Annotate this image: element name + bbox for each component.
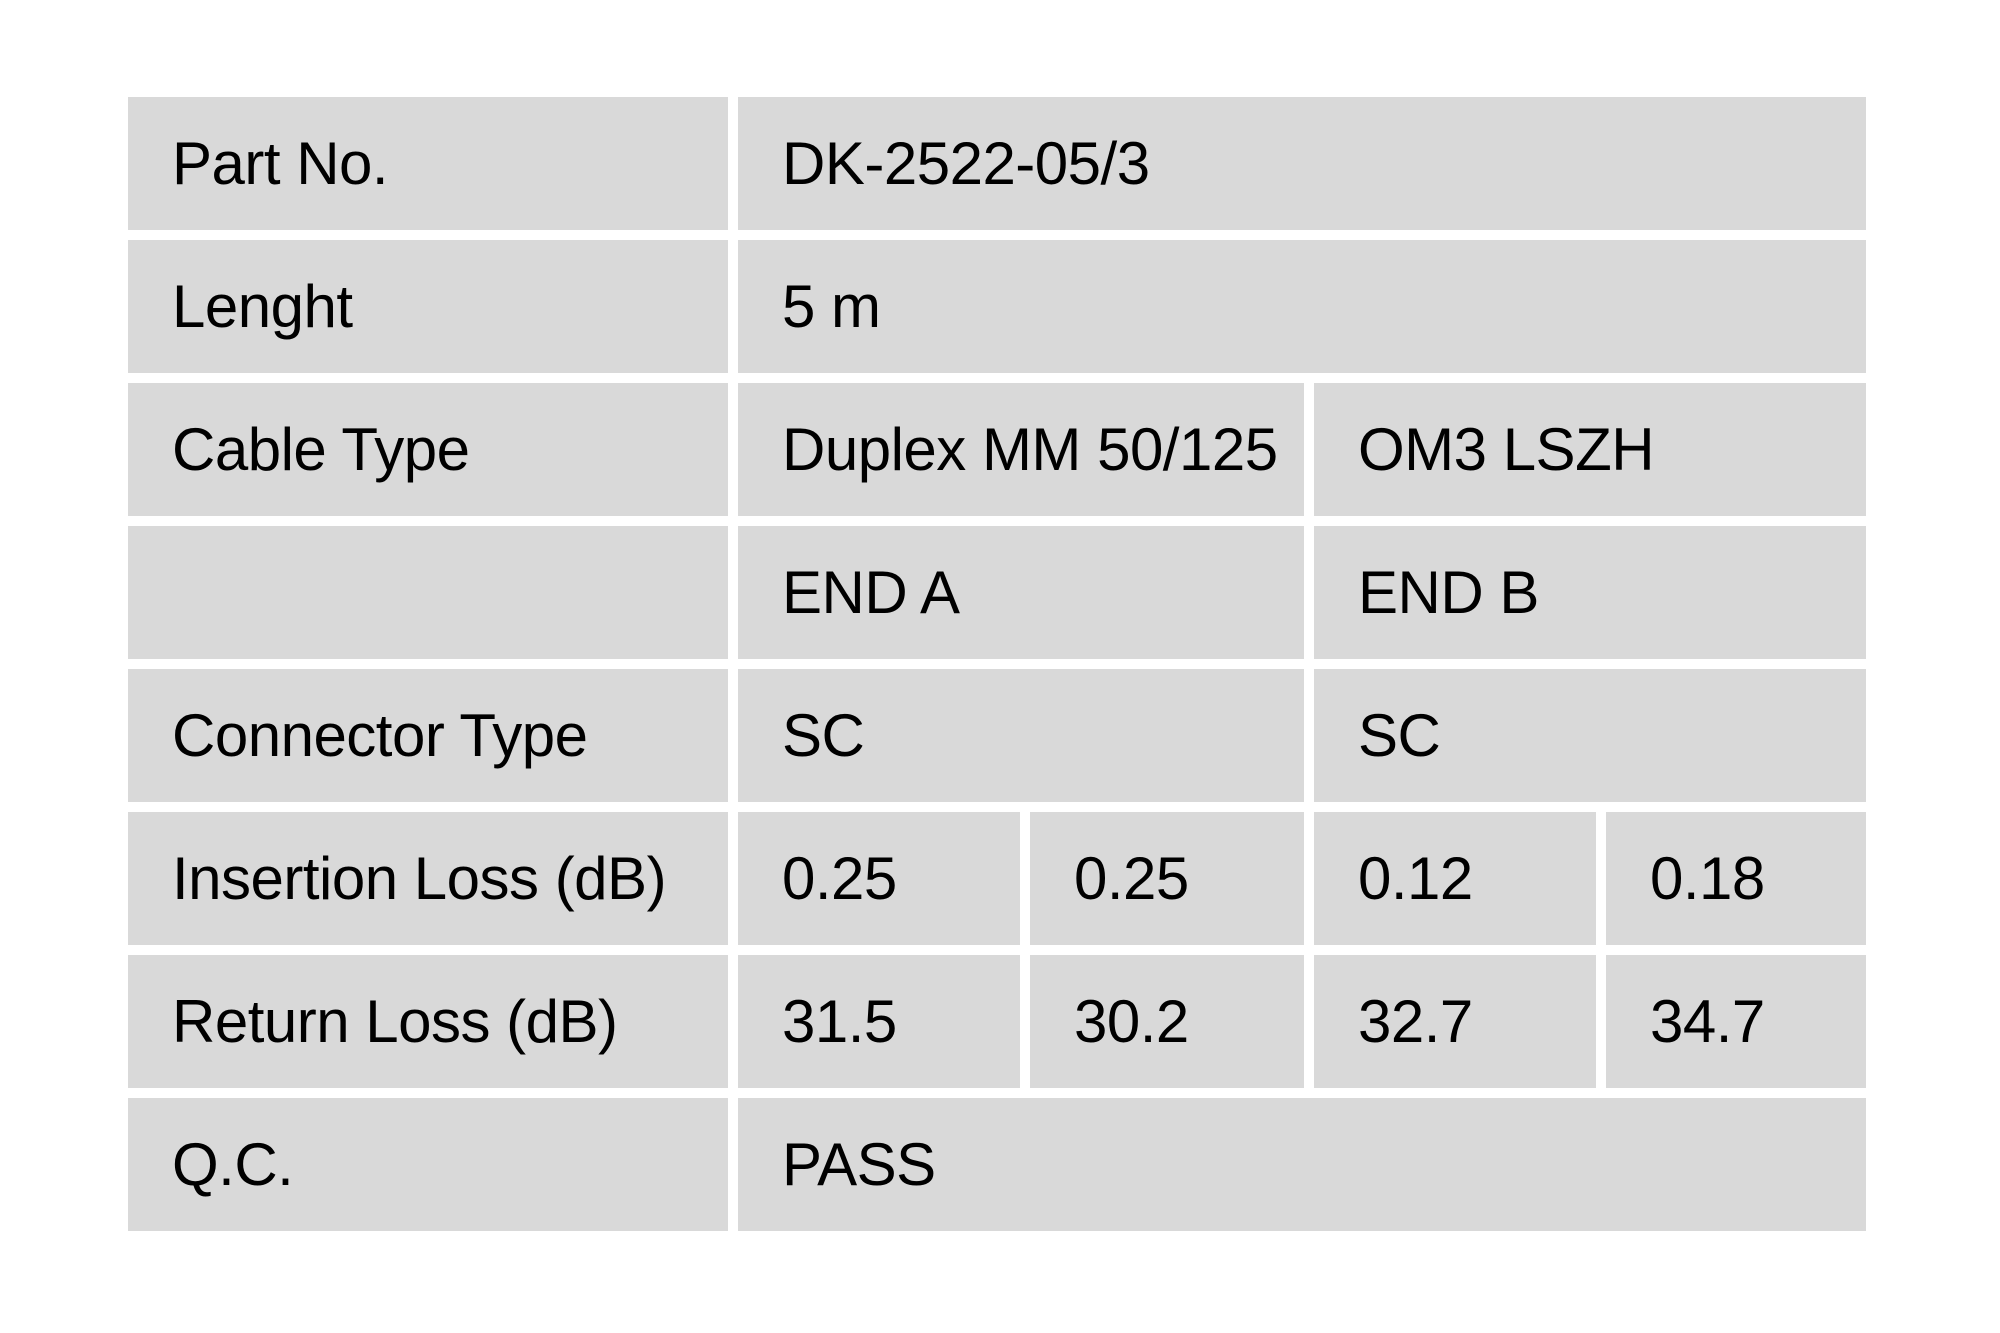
return-loss-end-a-1: 31.5 <box>738 955 1020 1088</box>
row-connector-type: Connector Type SC SC <box>128 669 1866 802</box>
return-loss-end-b-2: 34.7 <box>1606 955 1866 1088</box>
cable-type-label: Cable Type <box>128 383 728 516</box>
length-value: 5 m <box>738 240 1866 373</box>
cable-spec-table: Part No. DK-2522-05/3 Lenght 5 m Cable T… <box>118 87 1876 1241</box>
cable-type-value-a: Duplex MM 50/125 <box>738 383 1304 516</box>
row-part-no: Part No. DK-2522-05/3 <box>128 97 1866 230</box>
part-no-label: Part No. <box>128 97 728 230</box>
part-no-value: DK-2522-05/3 <box>738 97 1866 230</box>
return-loss-end-b-1: 32.7 <box>1314 955 1596 1088</box>
return-loss-end-a-2: 30.2 <box>1030 955 1304 1088</box>
insertion-loss-end-a-2: 0.25 <box>1030 812 1304 945</box>
insertion-loss-end-a-1: 0.25 <box>738 812 1020 945</box>
connector-type-label: Connector Type <box>128 669 728 802</box>
length-label: Lenght <box>128 240 728 373</box>
connector-type-end-b: SC <box>1314 669 1866 802</box>
qc-label: Q.C. <box>128 1098 728 1231</box>
row-insertion-loss: Insertion Loss (dB) 0.25 0.25 0.12 0.18 <box>128 812 1866 945</box>
return-loss-label: Return Loss (dB) <box>128 955 728 1088</box>
row-qc: Q.C. PASS <box>128 1098 1866 1231</box>
insertion-loss-end-b-2: 0.18 <box>1606 812 1866 945</box>
qc-value: PASS <box>738 1098 1866 1231</box>
row-length: Lenght 5 m <box>128 240 1866 373</box>
insertion-loss-label: Insertion Loss (dB) <box>128 812 728 945</box>
row-cable-type: Cable Type Duplex MM 50/125 OM3 LSZH <box>128 383 1866 516</box>
row-return-loss: Return Loss (dB) 31.5 30.2 32.7 34.7 <box>128 955 1866 1088</box>
ends-header-empty-cell <box>128 526 728 659</box>
end-b-header: END B <box>1314 526 1866 659</box>
cable-type-value-b: OM3 LSZH <box>1314 383 1866 516</box>
connector-type-end-a: SC <box>738 669 1304 802</box>
row-ends-header: END A END B <box>128 526 1866 659</box>
end-a-header: END A <box>738 526 1304 659</box>
insertion-loss-end-b-1: 0.12 <box>1314 812 1596 945</box>
